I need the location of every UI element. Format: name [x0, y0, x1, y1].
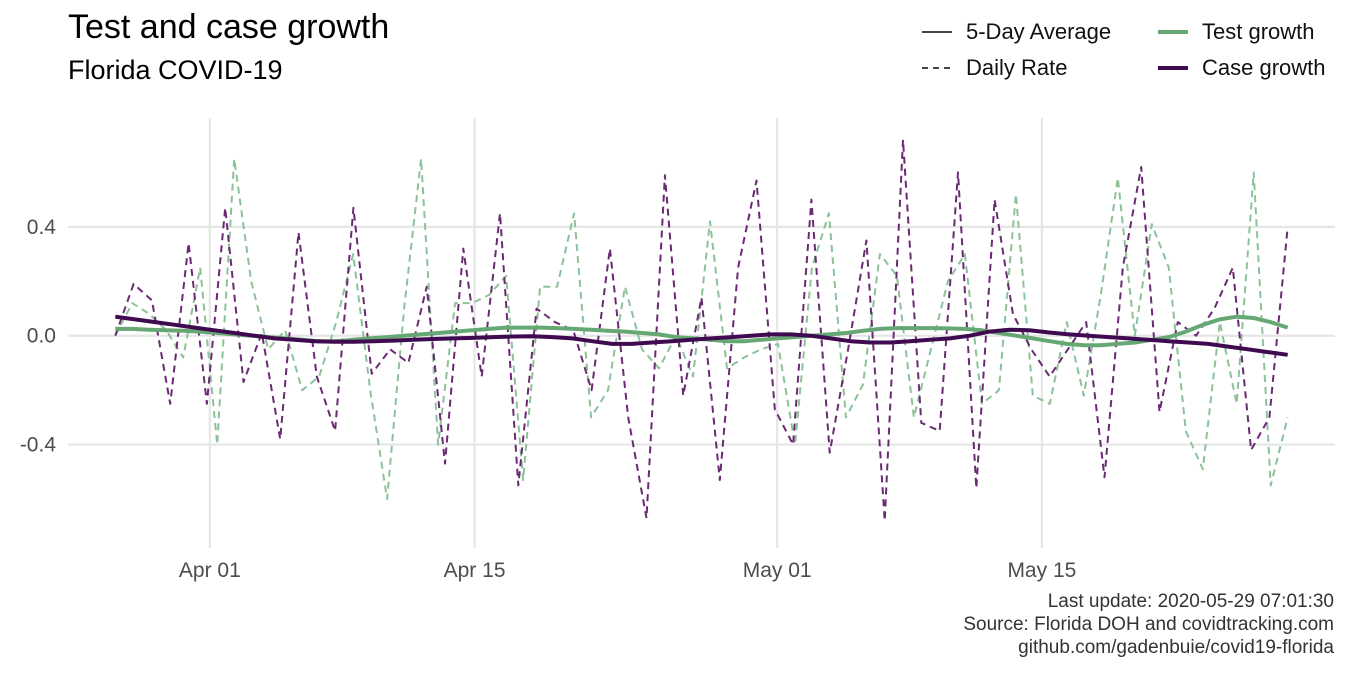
case-growth-average-line — [115, 314, 1288, 357]
legend-label-daily-rate: Daily Rate — [966, 55, 1068, 80]
x-tick-label: May 01 — [743, 559, 812, 582]
x-tick-label: Apr 15 — [444, 559, 506, 582]
legend-label-case-growth: Case growth — [1202, 55, 1326, 80]
x-tick-label: May 15 — [1007, 559, 1076, 582]
legend-item-5day-average: 5-Day Average — [920, 14, 1111, 50]
legend-label-5day-average: 5-Day Average — [966, 19, 1112, 44]
legend-item-case-growth: Case growth — [1156, 50, 1326, 86]
last-update-text: Last update: 2020-05-29 07:01:30 — [1047, 591, 1334, 612]
legend-item-test-growth: Test growth — [1156, 14, 1315, 50]
legend-key-solid — [922, 31, 952, 33]
x-tick-label: Apr 01 — [179, 559, 241, 582]
legend-key-case-growth — [1158, 66, 1188, 70]
y-tick-label: -0.4 — [20, 434, 57, 457]
legend-key-dashed — [922, 67, 952, 69]
legend-item-daily-rate: Daily Rate — [920, 50, 1067, 86]
legend-label-test-growth: Test growth — [1202, 19, 1315, 44]
test-growth-daily-rate-line — [114, 157, 1289, 500]
y-tick-label: 0.0 — [27, 325, 56, 348]
case-growth-daily-rate-line — [114, 138, 1289, 522]
legend-key-test-growth — [1158, 30, 1188, 34]
chart-subtitle: Florida COVID-19 — [68, 55, 283, 85]
source-text: Source: Florida DOH and covidtracking.co… — [963, 614, 1334, 635]
y-tick-label: 0.4 — [27, 216, 57, 239]
caption: Last update: 2020-05-29 07:01:30 Source:… — [963, 590, 1334, 659]
chart-title: Test and case growth — [68, 8, 390, 46]
repo-link-text: github.com/gadenbuie/covid19-florida — [1018, 637, 1334, 658]
